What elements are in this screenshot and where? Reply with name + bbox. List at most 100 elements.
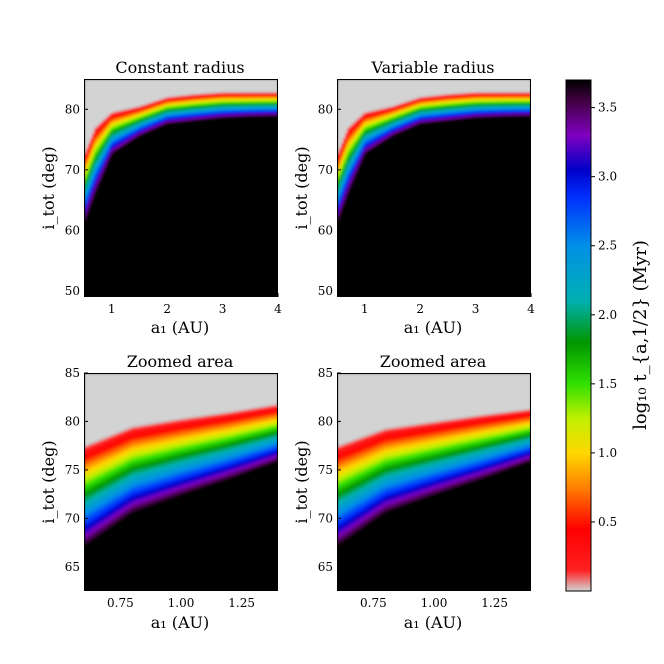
heatmap-cell <box>156 100 159 129</box>
heatmap-cell <box>399 79 402 104</box>
heatmap-cell <box>377 430 380 519</box>
heatmap-cell <box>270 373 273 406</box>
heatmap-cell <box>140 373 143 425</box>
heatmap-cell <box>389 79 392 107</box>
heatmap-cell <box>391 79 394 107</box>
heatmap-band <box>84 79 278 222</box>
heatmap-cell <box>361 114 364 162</box>
heatmap-cell <box>423 96 426 124</box>
heatmap-cell <box>154 79 157 102</box>
heatmap-cell <box>477 79 480 93</box>
heatmap-cell <box>260 79 263 93</box>
heatmap-cell <box>451 79 454 94</box>
heatmap-cell <box>417 373 420 424</box>
heatmap-cell <box>439 373 442 421</box>
heatmap-cell <box>206 93 209 121</box>
heatmap-cell <box>439 79 442 95</box>
heatmap-cell <box>94 79 97 128</box>
heatmap-cell <box>262 92 265 117</box>
heatmap-cell <box>339 373 342 445</box>
heatmap-cell <box>461 417 464 487</box>
heatmap-cell <box>505 79 508 93</box>
heatmap-cell <box>186 79 189 95</box>
heatmap-cell <box>124 373 127 430</box>
heatmap-cell <box>391 427 394 512</box>
heatmap-cell <box>463 417 466 486</box>
heatmap-cell <box>485 92 488 118</box>
heatmap-cell <box>361 436 364 530</box>
colorbar-tick-label: 3.5 <box>598 101 617 115</box>
heatmap-cell <box>375 431 378 521</box>
heatmap-cell <box>92 79 95 133</box>
heatmap-cell <box>150 79 153 103</box>
heatmap-cell <box>136 373 139 426</box>
heatmap-cell <box>256 373 259 408</box>
heatmap-cell <box>481 414 484 480</box>
heatmap-cell <box>479 373 482 416</box>
heatmap-cell <box>435 79 438 96</box>
heatmap-cell <box>178 418 181 497</box>
heatmap-cell <box>397 426 400 509</box>
heatmap-cell <box>248 79 251 93</box>
heatmap-cell <box>525 409 528 464</box>
heatmap-cell <box>337 152 340 222</box>
y-tick-label: 70 <box>65 163 80 177</box>
heatmap-cell <box>264 92 267 117</box>
heatmap-cell <box>359 373 362 438</box>
heatmap-cell <box>369 79 372 112</box>
heatmap-cell <box>170 96 173 124</box>
heatmap-cell <box>156 373 159 423</box>
heatmap-cell <box>246 373 249 409</box>
heatmap-cell <box>361 373 364 437</box>
heatmap-cell <box>202 79 205 94</box>
heatmap-plot <box>337 79 531 297</box>
heatmap-cell <box>102 120 105 176</box>
heatmap-cell <box>246 408 249 474</box>
heatmap-cell <box>339 147 342 217</box>
heatmap-cell <box>495 79 498 93</box>
heatmap-cell <box>256 407 259 470</box>
heatmap-cell <box>228 373 231 412</box>
heatmap-cell <box>178 79 181 96</box>
heatmap-cell <box>429 373 432 423</box>
heatmap-cell <box>511 373 514 412</box>
heatmap-cell <box>417 97 420 126</box>
heatmap-cell <box>505 92 508 118</box>
heatmap-cell <box>86 147 89 217</box>
heatmap-cell <box>449 373 452 420</box>
heatmap-cell <box>375 79 378 110</box>
heatmap-cell <box>240 92 243 118</box>
heatmap-cell <box>116 79 119 112</box>
heatmap-cell <box>142 79 145 106</box>
heatmap-cell <box>463 93 466 120</box>
heatmap-cell <box>182 418 185 496</box>
heatmap-cell <box>272 92 275 117</box>
x-tick-label: 3 <box>219 302 227 316</box>
heatmap-cell <box>110 79 113 113</box>
heatmap-cell <box>124 109 127 146</box>
heatmap-cell <box>84 152 87 222</box>
heatmap-cell <box>184 95 187 123</box>
heatmap-cell <box>212 79 215 93</box>
heatmap-cell <box>397 79 400 105</box>
heatmap-cell <box>415 79 418 99</box>
heatmap-cell <box>142 373 145 425</box>
heatmap-cell <box>248 373 251 409</box>
heatmap-cell <box>379 373 382 431</box>
heatmap-cell <box>222 373 225 413</box>
heatmap-cell <box>168 373 171 421</box>
panel-bottom-right: Zoomed area 0.75 1.00 1.25 65 70 75 80 85 a₁ (A… <box>292 352 531 632</box>
heatmap-cell <box>485 373 488 415</box>
heatmap-cell <box>469 92 472 119</box>
heatmap-cell <box>453 373 456 419</box>
heatmap-cell <box>355 373 358 439</box>
heatmap-cell <box>168 420 171 501</box>
heatmap-cell <box>160 99 163 128</box>
heatmap-cell <box>459 93 462 121</box>
heatmap-cell <box>184 373 187 418</box>
heatmap-cell <box>341 443 344 544</box>
heatmap-cell <box>200 373 203 416</box>
heatmap-cell <box>230 373 233 412</box>
heatmap-cell <box>86 79 89 148</box>
heatmap-cell <box>148 103 151 133</box>
